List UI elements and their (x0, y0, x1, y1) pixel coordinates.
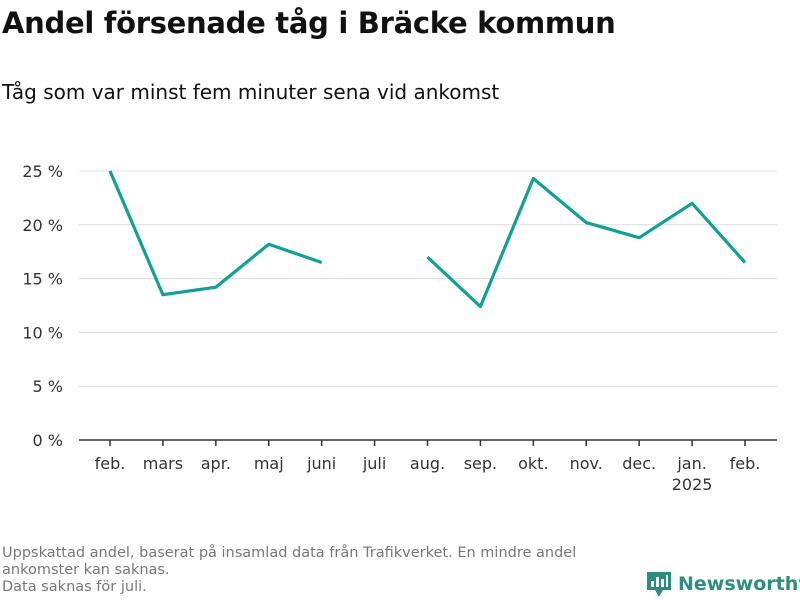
brand-logo: Newsworthy (646, 570, 800, 598)
y-tick-label: 20 % (22, 216, 63, 235)
series-line (108, 170, 323, 297)
y-tick-label: 10 % (22, 323, 63, 342)
footnote-line: Data saknas för juli. (2, 579, 147, 595)
x-tick-label: juli (362, 454, 386, 473)
y-tick-label: 0 % (33, 431, 63, 450)
x-tick-label: sep. (464, 454, 497, 473)
chart-title: Andel försenade tåg i Bräcke kommun (2, 6, 616, 40)
y-tick-label: 25 % (22, 162, 63, 181)
footnote: Uppskattad andel, baserat på insamlad da… (2, 545, 632, 596)
footnote-line: Uppskattad andel, baserat på insamlad da… (2, 545, 577, 561)
x-tick-label: mars (143, 454, 183, 473)
x-tick-label: okt. (518, 454, 548, 473)
y-tick-label: 15 % (22, 270, 63, 289)
x-tick-label: juni (306, 454, 336, 473)
brand-name: Newsworthy (678, 573, 800, 595)
x-tick-label: feb. (730, 454, 761, 473)
y-tick-label: 5 % (33, 377, 63, 396)
x-tick-label: dec. (622, 454, 656, 473)
series-line (426, 176, 747, 309)
x-tick-sublabel: 2025 (672, 475, 713, 494)
chart-subtitle: Tåg som var minst fem minuter sena vid a… (2, 80, 500, 104)
x-tick-label: aug. (410, 454, 445, 473)
x-tick-label: maj (254, 454, 284, 473)
footnote-line: ankomster kan saknas. (2, 562, 170, 578)
x-tick-label: feb. (95, 454, 126, 473)
x-axis: feb. mars apr. maj juni juli aug. sep. okt. nov. d… (79, 439, 777, 494)
gridlines (79, 170, 777, 387)
x-tick-label: apr. (201, 454, 231, 473)
x-tick-label: jan. (676, 454, 706, 473)
line-chart: 0 % 5 % 10 % 15 % 20 % 25 % feb. mars apr. maj ju… (22, 162, 777, 494)
newsworthy-logo-icon (647, 572, 671, 597)
y-axis: 0 % 5 % 10 % 15 % 20 % 25 % (22, 162, 63, 450)
series-layer (108, 170, 747, 309)
x-tick-label: nov. (570, 454, 603, 473)
